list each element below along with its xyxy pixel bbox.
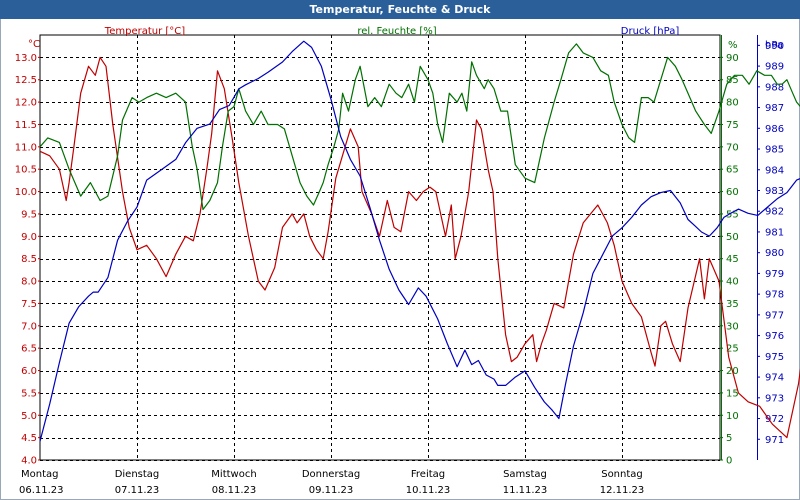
temperature-line	[39, 56, 800, 439]
x-date-label: 12.11.23	[600, 485, 645, 496]
temperature-tick: 4.5	[21, 433, 37, 444]
temperature-tick-labels: 4.0 4.5 5.0 5.5 6.0 6.5 7.0 7.5 8.0 8.5 9.0 9.5 10.0…	[15, 53, 40, 467]
humidity-tick: 50	[726, 232, 739, 243]
temperature-tick: 5.5	[21, 388, 37, 399]
humidity-tick: 30	[726, 321, 739, 332]
temperature-tick: 8.0	[21, 277, 37, 288]
x-date-label: 09.11.23	[309, 485, 354, 496]
humidity-tick: 25	[726, 344, 739, 355]
temperature-tick: 12.5	[15, 75, 37, 86]
temperature-unit-label: °C	[28, 39, 40, 50]
x-day-label: Mittwoch	[211, 469, 256, 480]
humidity-tick: 80	[726, 98, 739, 109]
pressure-tick: 976	[765, 331, 784, 342]
humidity-tick: 0	[726, 456, 732, 467]
series-lines	[39, 40, 800, 442]
pressure-line	[39, 40, 800, 442]
temperature-tick: 4.0	[21, 456, 37, 467]
pressure-tick: 990	[765, 41, 784, 52]
temperature-tick: 12.0	[15, 98, 37, 109]
pressure-tick: 979	[765, 269, 784, 280]
temperature-tick: 8.5	[21, 254, 37, 265]
pressure-tick: 978	[765, 290, 784, 301]
pressure-tick: 983	[765, 186, 784, 197]
pressure-tick: 971	[765, 435, 784, 446]
x-date-label: 08.11.23	[212, 485, 257, 496]
pressure-tick-labels: 971 972 973 974 975 976 977 978 979 980 981 982 983 9…	[757, 35, 784, 460]
pressure-tick: 986	[765, 124, 784, 135]
pressure-tick: 982	[765, 207, 784, 218]
humidity-tick: 15	[726, 388, 739, 399]
pressure-tick: 980	[765, 248, 784, 259]
pressure-tick: 975	[765, 352, 784, 363]
grid-lines	[39, 34, 721, 461]
pressure-tick: 974	[765, 373, 784, 384]
legend-humidity: rel. Feuchte [%]	[357, 26, 436, 37]
legend-temperature: Temperatur [°C]	[104, 26, 185, 37]
pressure-tick: 972	[765, 414, 784, 425]
humidity-tick: 35	[726, 299, 739, 310]
x-day-label: Dienstag	[115, 469, 160, 480]
pressure-tick: 988	[765, 82, 784, 93]
plot-border	[39, 34, 721, 461]
temperature-tick: 5.0	[21, 411, 37, 422]
humidity-tick: 40	[726, 277, 739, 288]
humidity-unit-label: %	[728, 40, 738, 51]
humidity-tick: 10	[726, 411, 739, 422]
humidity-tick: 65	[726, 165, 739, 176]
x-day-label: Montag	[21, 469, 58, 480]
humidity-tick: 60	[726, 187, 739, 198]
x-day-label: Sonntag	[601, 469, 643, 480]
humidity-tick: 75	[726, 120, 739, 131]
temperature-tick: 6.0	[21, 366, 37, 377]
humidity-tick: 90	[726, 53, 739, 64]
pressure-tick: 984	[765, 165, 784, 176]
temperature-tick: 11.5	[15, 120, 37, 131]
pressure-unit-label: hPa	[765, 40, 783, 51]
temperature-tick: 9.5	[21, 209, 37, 220]
temperature-tick: 7.5	[21, 299, 37, 310]
temperature-tick: 6.5	[21, 344, 37, 355]
x-axis-labels: Montag 06.11.23 Dienstag 07.11.23 Mittwoch 08…	[19, 469, 644, 496]
humidity-line	[39, 43, 800, 211]
humidity-tick: 45	[726, 254, 739, 265]
temperature-tick: 13.0	[15, 53, 37, 64]
x-date-label: 07.11.23	[115, 485, 160, 496]
temperature-tick: 7.0	[21, 321, 37, 332]
humidity-tick: 55	[726, 209, 739, 220]
pressure-tick: 985	[765, 145, 784, 156]
pressure-tick: 977	[765, 310, 784, 321]
temperature-tick: 11.0	[15, 142, 37, 153]
humidity-tick: 85	[726, 75, 739, 86]
temperature-tick: 10.0	[15, 187, 37, 198]
x-day-label: Freitag	[411, 469, 445, 480]
legend-pressure: Druck [hPa]	[621, 26, 680, 37]
humidity-tick: 70	[726, 142, 739, 153]
x-date-label: 11.11.23	[503, 485, 548, 496]
x-date-label: 10.11.23	[406, 485, 451, 496]
x-date-label: 06.11.23	[19, 485, 64, 496]
pressure-tick: 973	[765, 393, 784, 404]
pressure-tick: 989	[765, 62, 784, 73]
x-day-label: Samstag	[503, 469, 547, 480]
humidity-tick: 5	[726, 433, 732, 444]
pressure-tick: 987	[765, 103, 784, 114]
temperature-tick: 10.5	[15, 165, 37, 176]
pressure-tick: 981	[765, 227, 784, 238]
x-day-label: Donnerstag	[302, 469, 360, 480]
temperature-tick: 9.0	[21, 232, 37, 243]
chart-title: Temperatur, Feuchte & Druck	[0, 0, 800, 19]
